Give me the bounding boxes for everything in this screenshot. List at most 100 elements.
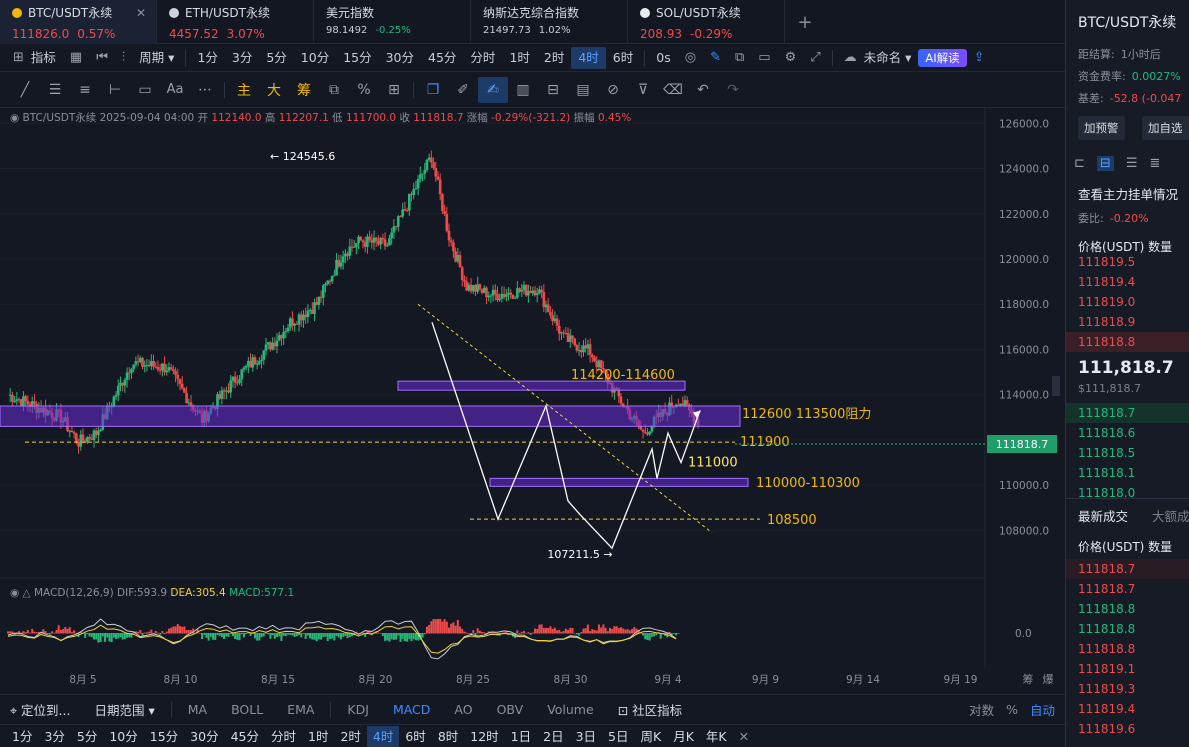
locate-button[interactable]: ⌖ 定位到... [10,703,71,718]
period-19[interactable]: 月K [673,728,694,744]
trade-row[interactable]: 111819.1 [1078,662,1136,676]
period-8[interactable]: 1时 [308,728,329,744]
log-toggle[interactable]: 对数 [969,703,995,718]
magnet-icon[interactable]: ⊘ [607,81,619,98]
tab-big-trades[interactable]: 大额成 [1152,509,1189,524]
main-force-button[interactable]: 主 [237,82,251,99]
period-5[interactable]: 30分 [190,728,219,744]
eye-icon[interactable]: ◉ [10,587,20,599]
book-row[interactable]: 111818.6 [1078,426,1136,440]
trendline-icon[interactable]: ╱ [20,81,30,98]
book-row[interactable]: 111819.0 [1078,295,1136,309]
period-2[interactable]: 5分 [76,728,98,744]
interval-7[interactable]: 分时 [470,49,496,65]
trade-row[interactable]: 111819.6 [1078,722,1136,736]
price-chart[interactable]: 126000.0 124000.0 122000.0 120000.0 118000.0… [0,108,1060,693]
redo-icon[interactable]: ↷ [727,81,739,98]
period-menu[interactable]: 周期 ▾ [139,49,175,65]
brush-icon[interactable]: ✐ [457,81,469,98]
candle-style-icon[interactable]: ⫶ [121,49,126,65]
ind-obv[interactable]: OBV [496,702,524,717]
compare-icon[interactable]: ⊞ [388,81,400,98]
period-6[interactable]: 45分 [230,728,259,744]
interval-6[interactable]: 45分 [428,49,457,65]
trash-icon[interactable]: ⌫ [663,81,683,98]
tab-nasdaq[interactable]: 纳斯达克综合指数 21497.73 1.02% [471,0,628,44]
date-range-button[interactable]: 日期范围 ▾ [94,703,155,718]
book-row[interactable]: 111818.7 [1066,403,1189,423]
tab-latest-trades[interactable]: 最新成交 [1078,509,1129,524]
calendar-icon[interactable]: ▦ [69,49,83,65]
period-1[interactable]: 3分 [44,728,65,744]
trade-row[interactable]: 111819.3 [1078,682,1136,696]
bookmark-icon[interactable]: ⧉ [329,81,339,98]
tab-dxy[interactable]: 美元指数 98.1492 -0.25% [314,0,471,44]
book-row[interactable]: 111818.9 [1078,315,1136,329]
interval-9[interactable]: 2时 [543,49,565,65]
ind-ema[interactable]: EMA [287,702,315,717]
ai-button[interactable]: AI解读 [918,48,967,67]
book-row[interactable]: 111818.5 [1078,446,1136,460]
draw-icon[interactable]: ✍ [478,76,508,103]
book-bids-icon[interactable]: ☰ [1125,156,1138,171]
book-row[interactable]: 111818.8 [1066,332,1189,352]
percent-icon[interactable]: % [357,81,371,98]
trade-row[interactable]: 111819.4 [1078,702,1136,716]
bar-icon[interactable]: ▥ [516,81,530,98]
period-13[interactable]: 12时 [470,728,499,744]
orders-title[interactable]: 查看主力挂单情况 [1078,187,1179,202]
interval-8[interactable]: 1时 [509,49,530,65]
ind-kdj[interactable]: KDJ [347,702,369,717]
trade-row[interactable]: 111818.8 [1078,602,1136,616]
rect-icon[interactable]: ▭ [138,81,152,98]
close-icon[interactable]: ✕ [738,728,750,744]
interval-5[interactable]: 30分 [385,49,415,65]
eye-icon[interactable]: ◉ [10,112,20,124]
camera-icon[interactable]: ◎ [684,49,697,65]
period-15[interactable]: 2日 [543,728,564,744]
window-icon[interactable]: ⧉ [734,49,745,65]
settings-icon[interactable]: ⚙ [784,49,797,65]
layout-name-menu[interactable]: 未命名 ▾ [863,49,912,65]
period-9[interactable]: 2时 [340,728,361,744]
book-list-icon[interactable]: ≣ [1149,156,1161,171]
pencil-icon[interactable]: ✎ [710,49,721,65]
interval-3[interactable]: 10分 [300,49,330,65]
chips-button[interactable]: 筹 [297,82,311,99]
interval-0[interactable]: 1分 [197,49,218,65]
layout-icon[interactable]: ▭ [758,49,771,65]
add-alert-button[interactable]: 加预警 [1078,116,1125,140]
tab-sol[interactable]: SOL/USDT永续 208.93 -0.29% [628,0,785,44]
interval-10[interactable]: 4时 [571,46,606,69]
big-order-button[interactable]: 大 [267,82,281,99]
lock-icon[interactable]: ⊟ [547,81,559,98]
book-row[interactable]: 111818.0 [1078,486,1136,500]
ind-volume[interactable]: Volume [547,702,594,717]
interval-1[interactable]: 3分 [231,49,253,65]
ray-icon[interactable]: ⊢ [108,81,122,98]
filter-icon[interactable]: ⊽ [637,81,649,98]
add-tab-icon[interactable]: + [797,11,813,33]
book-row[interactable]: 111819.5 [1078,255,1136,269]
period-20[interactable]: 年K [705,728,727,744]
period-16[interactable]: 3日 [575,728,597,744]
trade-row[interactable]: 111818.7 [1078,582,1136,596]
more-icon[interactable]: ⋯ [198,81,212,98]
undo-icon[interactable]: ↶ [697,81,709,98]
indicator-button[interactable]: 指标 [30,49,56,65]
ind-macd[interactable]: MACD [392,702,431,717]
auto-toggle[interactable]: 自动 [1029,703,1055,718]
close-icon[interactable]: ✕ [135,6,146,20]
replay-icon[interactable]: ⏮ [96,49,108,65]
bell-icon[interactable]: △ [22,587,31,599]
book-row[interactable]: 111818.1 [1078,466,1136,480]
zero-s-button[interactable]: 0s [656,49,671,65]
tab-btc[interactable]: BTC/USDT永续 111826.0 0.57% ✕ [0,0,157,44]
fullscreen-icon[interactable]: ⤢ [810,49,821,65]
book-asks-icon[interactable]: ⊟ [1096,156,1114,171]
template-icon[interactable]: ▤ [576,81,590,98]
community-indicators[interactable]: ⊡ 社区指标 [617,703,683,718]
period-4[interactable]: 15分 [149,728,179,744]
copy-icon[interactable]: ❐ [426,81,440,98]
period-10[interactable]: 4时 [366,725,400,747]
